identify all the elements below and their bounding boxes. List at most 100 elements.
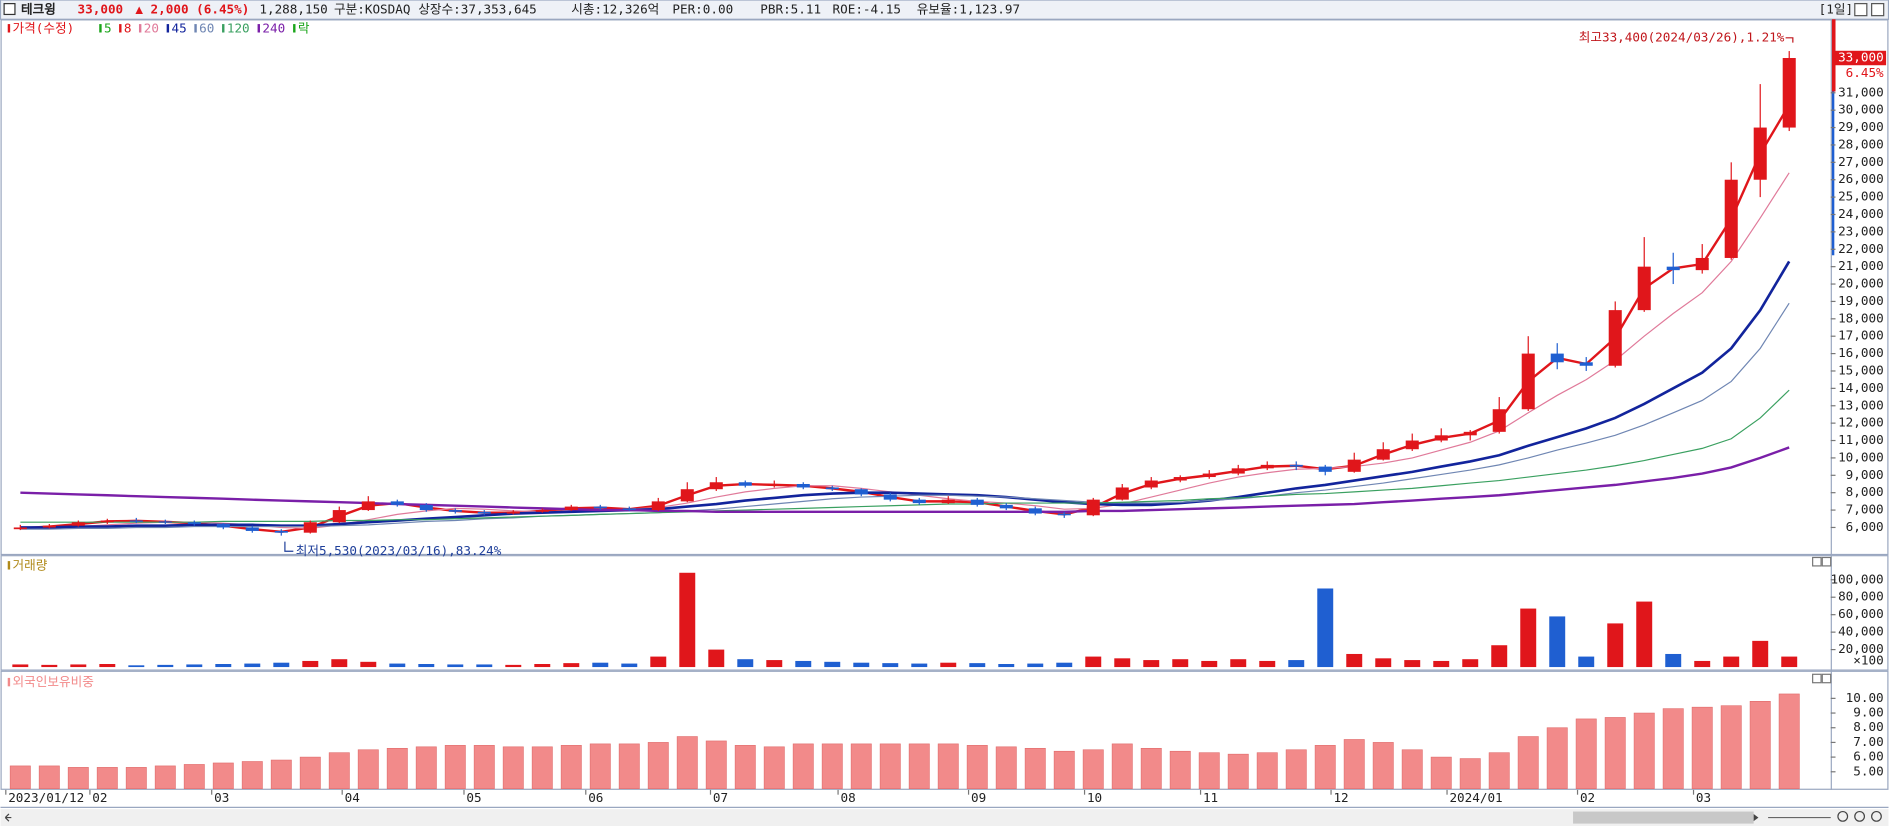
window-button[interactable] (1854, 3, 1868, 17)
checkbox[interactable] (3, 3, 16, 16)
x-tick-label: 09 (971, 790, 986, 805)
panel-button[interactable] (1812, 673, 1822, 684)
scroll-right[interactable] (1753, 813, 1759, 822)
bar (1085, 656, 1102, 668)
bar (502, 746, 524, 789)
bar (1459, 758, 1481, 789)
y-tick-label: 13,000 (1838, 397, 1884, 412)
candle-body (1666, 266, 1680, 271)
bar (302, 660, 319, 668)
candle-body (448, 510, 462, 512)
unit-label: ×100 (1853, 653, 1883, 668)
bar (215, 664, 232, 668)
legend-swatch (7, 561, 11, 570)
bar (331, 659, 348, 668)
bar (1346, 653, 1363, 668)
candle-body (1376, 449, 1390, 460)
moving-average (20, 446, 1790, 514)
zoom-button[interactable] (1854, 810, 1866, 822)
bar (1172, 659, 1189, 668)
x-tick-label: 07 (713, 790, 728, 805)
scroll-thumb[interactable] (1573, 811, 1754, 824)
bar (1636, 601, 1653, 668)
candle-body (1144, 480, 1158, 488)
legend-label: 락 (298, 20, 310, 35)
bar (734, 745, 756, 789)
bar (1114, 658, 1131, 668)
zoom-buttons (1837, 810, 1882, 822)
bar (998, 664, 1015, 668)
y-tick-label: 8.00 (1853, 719, 1883, 734)
window-button[interactable] (1871, 3, 1885, 17)
legend-swatch (166, 24, 170, 33)
bar (1198, 752, 1220, 789)
bar (1662, 708, 1684, 789)
bar (1053, 750, 1075, 789)
bar (853, 662, 870, 668)
candle-body (42, 525, 56, 528)
bar (1781, 656, 1798, 668)
per: PER:0.00 (672, 2, 733, 17)
y-tick-label: 30,000 (1838, 102, 1884, 117)
bar (792, 743, 814, 789)
pbr: PBR:5.11 (760, 2, 821, 17)
bar (937, 743, 959, 789)
foreign-panel (0, 670, 1889, 790)
candle-body (1724, 179, 1738, 258)
x-tick-label: 05 (466, 790, 481, 805)
bar (1694, 660, 1711, 668)
bar (1401, 749, 1423, 789)
price: 33,000 (78, 2, 124, 17)
bar (1578, 656, 1595, 668)
legend-label: 60 (199, 20, 214, 35)
candle-body (187, 522, 201, 524)
current-price-box (1833, 50, 1887, 66)
bar (531, 746, 553, 789)
panel-button[interactable] (1812, 556, 1822, 567)
price-panel (0, 19, 1889, 556)
legend-swatch (222, 24, 225, 33)
bar (244, 663, 261, 668)
candle-body (274, 530, 288, 533)
bar (473, 745, 495, 789)
candle-body (216, 523, 230, 528)
bar (766, 660, 783, 668)
bar (418, 664, 435, 668)
bar (1549, 616, 1566, 668)
bar (273, 662, 290, 668)
bar (212, 762, 234, 789)
y-tick-label: 7.00 (1853, 734, 1883, 749)
panel-button[interactable] (1821, 556, 1832, 567)
annotation: 최저5,530(2023/03/16),83.24% (296, 543, 502, 558)
legend-swatch (119, 24, 122, 33)
scroll-left[interactable] (4, 813, 12, 822)
period[interactable]: [1일] (1819, 2, 1853, 17)
bar (447, 664, 464, 668)
y-tick-label: 23,000 (1838, 223, 1884, 238)
bar (12, 664, 29, 668)
bar (940, 662, 957, 668)
bar (1314, 745, 1336, 789)
bar (1143, 660, 1160, 668)
market: 구분:KOSDAQ (334, 2, 410, 17)
bar (1433, 660, 1450, 668)
bar (183, 764, 205, 789)
candle-body (1115, 487, 1129, 500)
bar (763, 746, 785, 789)
y-tick-label: 6,000 (1846, 519, 1884, 534)
bar (389, 663, 406, 668)
bar (96, 767, 118, 789)
scrollbar[interactable] (0, 809, 1889, 826)
zoom-button[interactable] (1871, 810, 1882, 822)
candle-body (1550, 353, 1564, 363)
bar (737, 659, 754, 668)
zoom-button[interactable] (1837, 810, 1849, 822)
x-tick-label: 12 (1333, 790, 1348, 805)
panel-button[interactable] (1821, 673, 1832, 684)
panel-buttons (1812, 556, 1832, 684)
candle-body (1753, 127, 1767, 180)
bar (1201, 660, 1218, 668)
candle-body (883, 494, 897, 500)
candle-body (941, 499, 955, 504)
